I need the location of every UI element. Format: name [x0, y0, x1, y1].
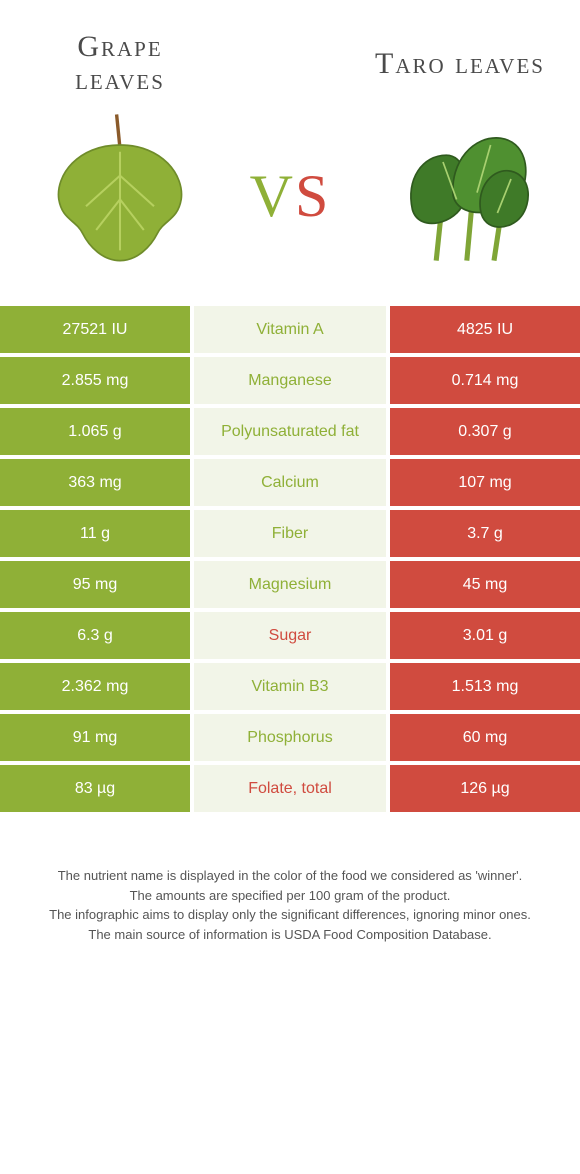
table-row: 363 mgCalcium107 mg: [0, 459, 580, 510]
grape-leaf-icon: [30, 106, 210, 286]
title-left-line2: leaves: [75, 63, 165, 96]
value-left: 95 mg: [0, 561, 190, 608]
value-left: 2.362 mg: [0, 663, 190, 710]
nutrient-label: Magnesium: [190, 561, 390, 608]
value-left: 27521 IU: [0, 306, 190, 353]
table-row: 11 gFiber3.7 g: [0, 510, 580, 561]
nutrient-label: Folate, total: [190, 765, 390, 812]
value-left: 2.855 mg: [0, 357, 190, 404]
nutrient-label: Manganese: [190, 357, 390, 404]
nutrient-label: Polyunsaturated fat: [190, 408, 390, 455]
footer-line2: The amounts are specified per 100 gram o…: [30, 886, 550, 906]
value-right: 60 mg: [390, 714, 580, 761]
table-row: 27521 IUVitamin A4825 IU: [0, 306, 580, 357]
value-right: 3.7 g: [390, 510, 580, 557]
nutrient-label: Phosphorus: [190, 714, 390, 761]
footer-line3: The infographic aims to display only the…: [30, 905, 550, 925]
table-row: 1.065 gPolyunsaturated fat0.307 g: [0, 408, 580, 459]
title-left-line1: Grape: [77, 30, 162, 63]
nutrient-label: Sugar: [190, 612, 390, 659]
nutrient-label: Vitamin A: [190, 306, 390, 353]
table-row: 83 µgFolate, total126 µg: [0, 765, 580, 816]
title-left: Grape leaves: [20, 30, 220, 96]
footer-line1: The nutrient name is displayed in the co…: [30, 866, 550, 886]
value-right: 1.513 mg: [390, 663, 580, 710]
table-row: 91 mgPhosphorus60 mg: [0, 714, 580, 765]
value-right: 45 mg: [390, 561, 580, 608]
nutrient-table: 27521 IUVitamin A4825 IU2.855 mgManganes…: [0, 306, 580, 816]
nutrient-label: Fiber: [190, 510, 390, 557]
header-titles: Grape leaves Taro leaves: [0, 0, 580, 106]
table-row: 6.3 gSugar3.01 g: [0, 612, 580, 663]
table-row: 2.855 mgManganese0.714 mg: [0, 357, 580, 408]
table-row: 95 mgMagnesium45 mg: [0, 561, 580, 612]
nutrient-label: Vitamin B3: [190, 663, 390, 710]
value-left: 83 µg: [0, 765, 190, 812]
value-left: 6.3 g: [0, 612, 190, 659]
value-right: 107 mg: [390, 459, 580, 506]
nutrient-label: Calcium: [190, 459, 390, 506]
value-left: 91 mg: [0, 714, 190, 761]
vs-s: S: [295, 163, 330, 229]
footer-notes: The nutrient name is displayed in the co…: [0, 816, 580, 964]
infographic: Grape leaves Taro leaves VS: [0, 0, 580, 964]
value-left: 11 g: [0, 510, 190, 557]
value-left: 1.065 g: [0, 408, 190, 455]
vs-label: VS: [250, 162, 331, 231]
taro-leaf-icon: [370, 106, 550, 286]
value-right: 126 µg: [390, 765, 580, 812]
value-right: 0.714 mg: [390, 357, 580, 404]
vs-v: V: [250, 163, 295, 229]
value-right: 3.01 g: [390, 612, 580, 659]
title-right: Taro leaves: [360, 47, 560, 80]
footer-line4: The main source of information is USDA F…: [30, 925, 550, 945]
value-left: 363 mg: [0, 459, 190, 506]
table-row: 2.362 mgVitamin B31.513 mg: [0, 663, 580, 714]
value-right: 0.307 g: [390, 408, 580, 455]
images-row: VS: [0, 106, 580, 306]
value-right: 4825 IU: [390, 306, 580, 353]
